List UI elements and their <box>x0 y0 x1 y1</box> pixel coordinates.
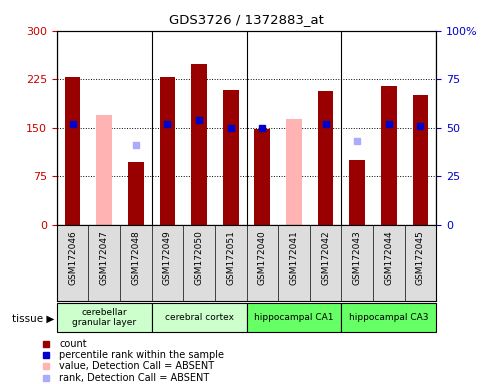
Text: hippocampal CA3: hippocampal CA3 <box>349 313 428 322</box>
Text: GDS3726 / 1372883_at: GDS3726 / 1372883_at <box>169 13 324 26</box>
Text: GSM172045: GSM172045 <box>416 230 425 285</box>
Text: GSM172041: GSM172041 <box>289 230 298 285</box>
Text: GSM172051: GSM172051 <box>226 230 235 285</box>
Text: GSM172043: GSM172043 <box>352 230 362 285</box>
Text: cerebral cortex: cerebral cortex <box>165 313 234 322</box>
FancyBboxPatch shape <box>341 303 436 332</box>
Text: tissue ▶: tissue ▶ <box>12 314 54 324</box>
Bar <box>286 119 302 225</box>
Bar <box>191 65 207 225</box>
Bar <box>128 162 143 225</box>
Text: count: count <box>59 339 87 349</box>
Bar <box>223 90 239 225</box>
Bar <box>317 91 333 225</box>
Text: GSM172047: GSM172047 <box>100 230 108 285</box>
Bar <box>160 77 176 225</box>
Text: cerebellar
granular layer: cerebellar granular layer <box>72 308 136 328</box>
Text: GSM172040: GSM172040 <box>258 230 267 285</box>
Text: hippocampal CA1: hippocampal CA1 <box>254 313 334 322</box>
Bar <box>96 115 112 225</box>
Text: GSM172044: GSM172044 <box>385 230 393 285</box>
Text: GSM172050: GSM172050 <box>195 230 204 285</box>
FancyBboxPatch shape <box>246 303 341 332</box>
Text: GSM172046: GSM172046 <box>68 230 77 285</box>
Text: percentile rank within the sample: percentile rank within the sample <box>59 350 224 360</box>
Text: rank, Detection Call = ABSENT: rank, Detection Call = ABSENT <box>59 372 210 382</box>
Bar <box>65 77 80 225</box>
Text: GSM172042: GSM172042 <box>321 230 330 285</box>
Text: GSM172048: GSM172048 <box>131 230 141 285</box>
Text: GSM172049: GSM172049 <box>163 230 172 285</box>
FancyBboxPatch shape <box>57 303 152 332</box>
Bar <box>381 86 397 225</box>
Bar <box>350 160 365 225</box>
Bar <box>254 129 270 225</box>
Text: value, Detection Call = ABSENT: value, Detection Call = ABSENT <box>59 361 214 371</box>
FancyBboxPatch shape <box>152 303 246 332</box>
Bar <box>413 95 428 225</box>
